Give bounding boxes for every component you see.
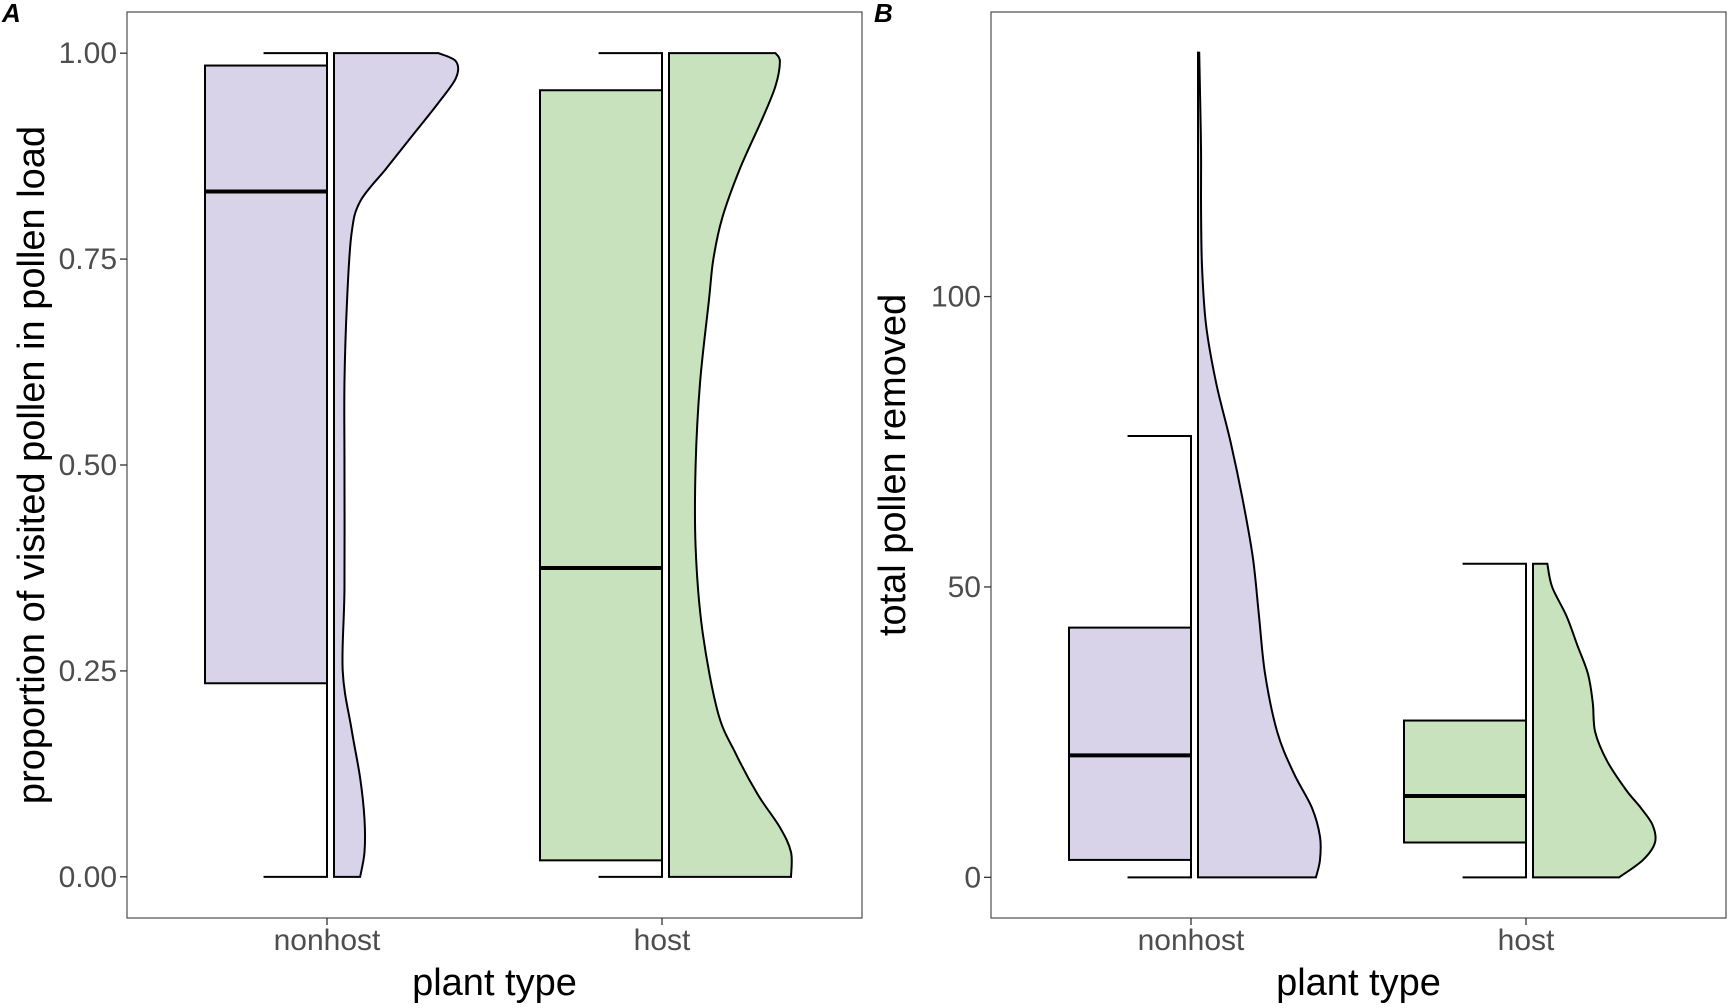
- panel-b-plot-area: [990, 11, 1727, 919]
- panel-b-ytick-label: 0: [964, 861, 981, 894]
- panel-a-ytick-label: 0.00: [59, 861, 117, 894]
- panel-b-ytick-label: 50: [948, 571, 981, 604]
- panel-a-box-nonhost: [204, 64, 328, 685]
- panel-b-box-nonhost: [1068, 626, 1192, 861]
- panel-a-violin-host: [668, 52, 793, 878]
- panel-a-xtick-label: nonhost: [274, 924, 381, 957]
- panel-a: 0.00 0.25 0.50 0.75 1.00 nonhost host plant typ…: [11, 11, 863, 1004]
- panel-a-ytick-label: 0.75: [59, 243, 117, 276]
- panel-a-whisker-lower-host: [598, 860, 663, 878]
- panel-b: 0 50 100 nonhost host plant type total pollen …: [872, 11, 1727, 1004]
- panel-b-violin-host: [1532, 562, 1657, 879]
- panel-b-xtick-label: host: [1498, 924, 1555, 957]
- panel-b-whisker-upper-nonhost: [1127, 434, 1192, 628]
- panel-b-whisker-upper-host: [1462, 562, 1527, 721]
- panel-a-whisker-upper-host: [598, 52, 663, 91]
- panel-a-whisker-upper-nonhost: [263, 52, 328, 66]
- panel-a-x-axis-title: plant type: [412, 962, 577, 1004]
- panel-b-whisker-lower-host: [1462, 842, 1527, 879]
- panel-b-tag: B: [874, 0, 893, 28]
- panel-a-ytick-label: 0.50: [59, 449, 117, 482]
- panel-b-whisker-lower-nonhost: [1127, 859, 1192, 879]
- panel-a-y-axis-title: proportion of visited pollen in pollen l…: [11, 126, 53, 804]
- panel-a-whisker-lower-nonhost: [263, 683, 328, 878]
- panel-a-ytick-label: 1.00: [59, 37, 117, 70]
- panel-a-violin-nonhost: [333, 52, 460, 878]
- panel-a-ytick-label: 0.25: [59, 655, 117, 688]
- panel-b-xtick-label: nonhost: [1138, 924, 1245, 957]
- panel-b-ytick-label: 100: [931, 281, 981, 314]
- panel-b-x-axis-title: plant type: [1276, 962, 1441, 1004]
- panel-b-y-axis-title: total pollen removed: [872, 294, 914, 636]
- panel-a-tag: A: [1, 0, 21, 28]
- panel-a-xtick-label: host: [634, 924, 691, 957]
- panel-b-box-host: [1403, 719, 1527, 844]
- panel-a-box-host: [539, 89, 663, 862]
- panel-b-violin-nonhost: [1197, 51, 1322, 879]
